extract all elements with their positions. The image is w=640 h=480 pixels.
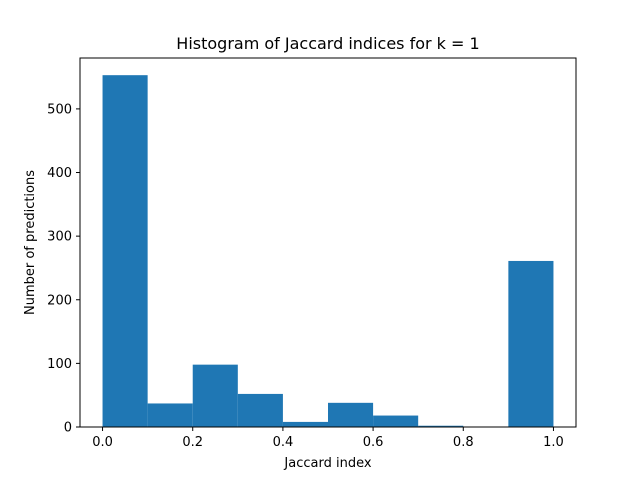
- x-tick-label: 0.0: [92, 435, 113, 450]
- y-axis-label: Number of predictions: [23, 170, 38, 315]
- x-tick-label: 0.4: [273, 435, 294, 450]
- y-tick-label: 400: [47, 166, 72, 181]
- x-tick-label: 0.8: [453, 435, 474, 450]
- histogram-bar: [373, 415, 419, 427]
- chart-title: Histogram of Jaccard indices for k = 1: [176, 34, 479, 53]
- x-tick-label: 0.2: [182, 435, 203, 450]
- y-axis-ticks: 0 100 200 300 400 500: [47, 102, 80, 436]
- y-tick-label: 300: [47, 230, 72, 245]
- x-axis-ticks: 0.0 0.2 0.4 0.6 0.8 1.0: [92, 427, 564, 450]
- histogram-bar: [418, 425, 464, 427]
- x-axis-label: Jaccard index: [283, 456, 371, 471]
- histogram-bar: [508, 260, 554, 427]
- histogram-bar: [102, 75, 148, 428]
- histogram-bar: [328, 402, 374, 427]
- histogram-bar: [237, 393, 283, 427]
- x-tick-label: 1.0: [543, 435, 564, 450]
- axes-frame: [79, 57, 577, 428]
- y-tick-label: 200: [47, 293, 72, 308]
- y-tick-label: 500: [47, 102, 72, 117]
- histogram-bar: [147, 403, 193, 427]
- y-tick-label: 100: [47, 357, 72, 372]
- bars-group: [102, 75, 554, 428]
- histogram-bar: [192, 364, 238, 427]
- histogram-bar: [282, 421, 328, 427]
- x-tick-label: 0.6: [363, 435, 384, 450]
- y-tick-label: 0: [64, 421, 72, 436]
